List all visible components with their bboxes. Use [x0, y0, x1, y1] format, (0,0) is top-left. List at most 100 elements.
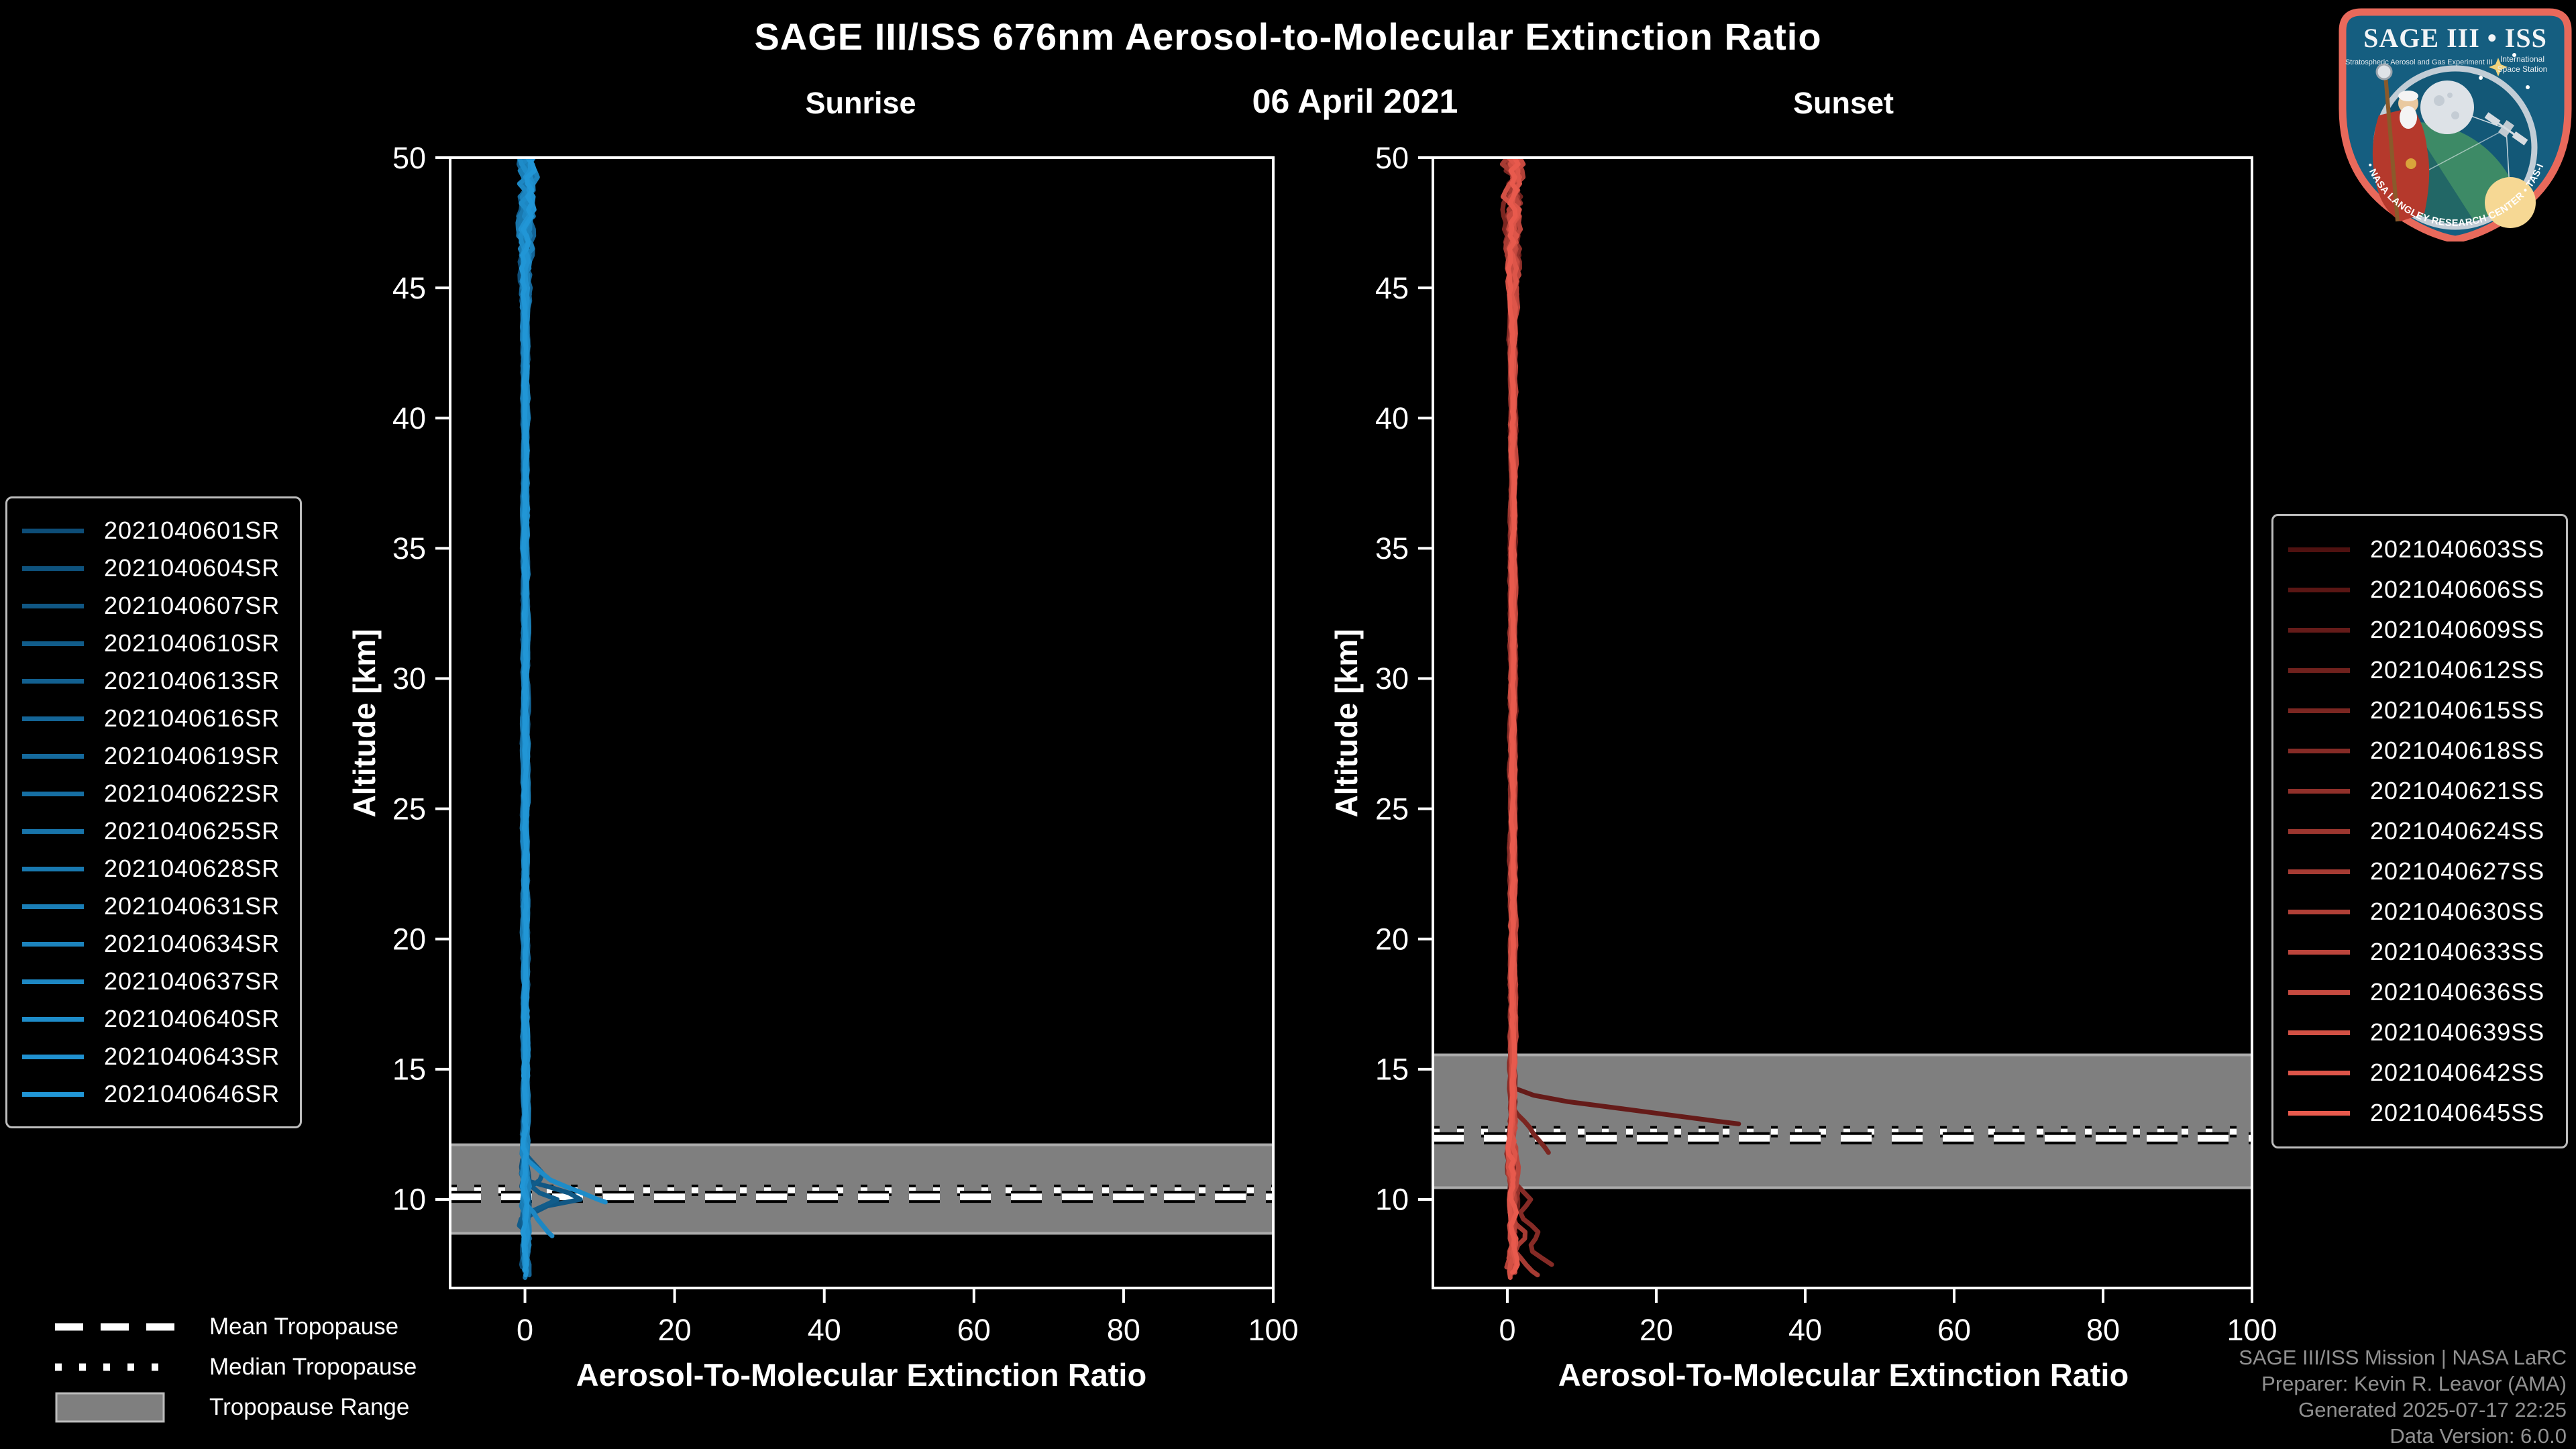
mean-tropopause-dashed-swatch	[55, 1323, 174, 1331]
moon-crater	[2434, 95, 2445, 106]
y-tick-label: 50	[1375, 141, 1409, 175]
legend-item: 2021040640SR	[22, 1000, 285, 1038]
median-tropopause-dotted-swatch	[55, 1363, 174, 1371]
y-tick-label: 15	[392, 1053, 426, 1087]
legend-line-swatch	[22, 678, 84, 684]
legend-item-label: 2021040639SS	[2370, 1018, 2545, 1046]
legend-item: 2021040622SR	[22, 775, 285, 812]
legend-item-label: 2021040637SR	[104, 967, 280, 995]
legend-item: 2021040612SS	[2288, 650, 2551, 690]
legend-item-label: 2021040646SR	[104, 1080, 280, 1108]
legend-item-label: 2021040625SR	[104, 817, 280, 845]
patch-title: SAGE III • ISS	[2363, 23, 2547, 53]
legend-line-swatch	[22, 603, 84, 608]
footer-preparer-line: Preparer: Kevin R. Leavor (AMA)	[2261, 1372, 2567, 1395]
x-tick-label: 100	[1248, 1313, 1298, 1347]
legend-line-swatch	[22, 941, 84, 947]
x-tick-label: 80	[1107, 1313, 1140, 1347]
patch-subtitle-left: Stratospheric Aerosol and Gas Experiment…	[2345, 58, 2493, 66]
legend-item: 2021040646SR	[22, 1075, 285, 1113]
legend-line-swatch	[2288, 788, 2350, 794]
date-subtitle: 06 April 2021	[1252, 83, 1458, 120]
sunrise-legend: 2021040601SR 2021040604SR 2021040607SR 2021…	[5, 496, 302, 1128]
legend-item-label: 2021040643SR	[104, 1042, 280, 1070]
page-title: SAGE III/ISS 676nm Aerosol-to-Molecular …	[754, 15, 1822, 58]
y-tick-label: 25	[1375, 792, 1409, 826]
y-tick-label: 20	[1375, 922, 1409, 956]
legend-item-label: 2021040612SS	[2370, 656, 2545, 684]
legend-item-label: 2021040634SR	[104, 930, 280, 957]
y-tick-label: 15	[1375, 1053, 1409, 1087]
legend-item: 2021040633SS	[2288, 932, 2551, 972]
tropopause-range-legend-item: Tropopause Range	[51, 1387, 417, 1428]
star-icon	[2479, 76, 2483, 80]
legend-item-label: 2021040619SR	[104, 742, 280, 769]
legend-line-swatch	[22, 716, 84, 721]
legend-item: 2021040645SS	[2288, 1093, 2551, 1133]
x-tick-label: 100	[2226, 1313, 2277, 1347]
legend-line-swatch	[2288, 1030, 2350, 1035]
y-tick-label: 10	[1375, 1183, 1409, 1217]
legend-item: 2021040615SS	[2288, 690, 2551, 731]
legend-item-label: 2021040627SS	[2370, 857, 2545, 885]
x-tick-label: 60	[1937, 1313, 1971, 1347]
legend-item: 2021040619SR	[22, 737, 285, 775]
sunrise-frame	[449, 156, 1275, 1289]
legend-line-swatch	[2288, 989, 2350, 995]
moon-crater	[2447, 93, 2453, 98]
x-tick-label: 40	[1788, 1313, 1822, 1347]
legend-item-label: 2021040603SS	[2370, 535, 2545, 563]
sunrise-series-group	[515, 158, 608, 1280]
footer-generated-line: Generated 2025-07-17 22:25	[2298, 1398, 2567, 1421]
legend-line-swatch	[2288, 909, 2350, 914]
legend-item: 2021040618SS	[2288, 731, 2551, 771]
legend-line-swatch	[2288, 828, 2350, 834]
legend-line-swatch	[2288, 627, 2350, 633]
legend-item-label: 2021040609SS	[2370, 616, 2545, 643]
legend-line-swatch	[2288, 748, 2350, 753]
sunset-plot: 0 20 40 60 80 100 10 15 20 25 30 35 40 45 50	[1375, 141, 2277, 1347]
sunrise-plot: 0 20 40 60 80 100 10 15 20 25 30 35 40 45 50	[392, 141, 1299, 1347]
mission-patch-logo: SAGE III • ISS Stratospheric Aerosol and…	[2339, 8, 2572, 241]
legend-item: 2021040631SR	[22, 888, 285, 925]
legend-line-swatch	[22, 828, 84, 834]
x-tick-label: 0	[1499, 1313, 1515, 1347]
legend-item: 2021040634SR	[22, 925, 285, 963]
sunrise-x-axis-label: Aerosol-To-Molecular Extinction Ratio	[576, 1357, 1147, 1393]
tropopause-range-swatch	[55, 1392, 165, 1423]
x-tick-label: 40	[808, 1313, 841, 1347]
legend-item-label: 2021040601SR	[104, 517, 280, 544]
iss-icon	[2484, 112, 2528, 146]
legend-line-swatch	[22, 979, 84, 984]
legend-item-label: 2021040642SS	[2370, 1059, 2545, 1086]
legend-item-label: 2021040636SS	[2370, 978, 2545, 1006]
legend-item-label: 2021040640SR	[104, 1005, 280, 1032]
profile-line-2021040640SR	[517, 158, 608, 1205]
x-tick-label: 20	[658, 1313, 692, 1347]
legend-item-label: 2021040616SR	[104, 704, 280, 732]
legend-item: 2021040601SR	[22, 512, 285, 549]
moon-crater	[2451, 111, 2459, 119]
sunset-x-axis-label: Aerosol-To-Molecular Extinction Ratio	[1558, 1357, 2129, 1393]
star-icon	[2489, 58, 2508, 76]
tropopause-range-label: Tropopause Range	[209, 1394, 410, 1420]
legend-item: 2021040627SS	[2288, 851, 2551, 892]
legend-line-swatch	[22, 1091, 84, 1097]
y-tick-label: 20	[392, 922, 426, 956]
legend-item: 2021040624SS	[2288, 811, 2551, 851]
legend-item: 2021040607SR	[22, 587, 285, 625]
y-tick-label: 45	[392, 271, 426, 305]
legend-line-swatch	[22, 791, 84, 796]
legend-item: 2021040604SR	[22, 549, 285, 587]
legend-line-swatch	[2288, 1070, 2350, 1075]
legend-item-label: 2021040610SR	[104, 629, 280, 657]
earth-icon	[2379, 122, 2524, 223]
legend-item-label: 2021040630SS	[2370, 898, 2545, 925]
y-tick-label: 35	[392, 531, 426, 566]
legend-item-label: 2021040631SR	[104, 892, 280, 920]
legend-line-swatch	[22, 753, 84, 759]
legend-item: 2021040610SR	[22, 625, 285, 662]
legend-line-swatch	[2288, 587, 2350, 592]
legend-line-swatch	[22, 1054, 84, 1059]
legend-item-label: 2021040645SS	[2370, 1099, 2545, 1126]
